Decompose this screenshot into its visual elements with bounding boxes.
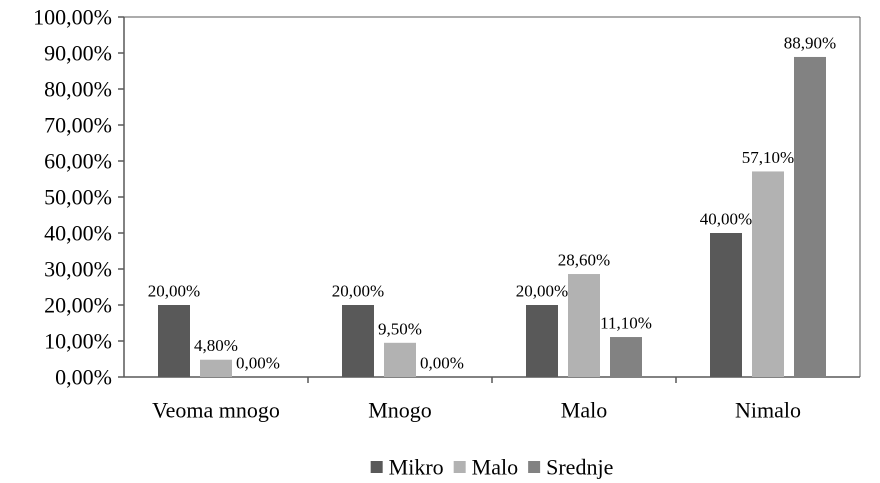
y-tick-label: 30,00%	[44, 257, 112, 282]
y-tick-label: 80,00%	[44, 77, 112, 102]
bar-series	[158, 56, 826, 378]
bar-mikro	[158, 305, 190, 377]
y-tick-label: 10,00%	[44, 329, 112, 354]
y-axis: 0,00% 10,00% 20,00% 30,00% 40,00% 50,00% 60,00…	[33, 5, 124, 390]
y-tick-label: 100,00%	[33, 5, 112, 30]
legend-swatch-malo	[453, 461, 466, 473]
y-tick-label: 90,00%	[44, 41, 112, 66]
data-label: 20,00%	[148, 282, 200, 301]
x-axis: Veoma mnogo Mnogo Malo Nimalo	[152, 377, 801, 423]
bar-malo	[568, 274, 600, 377]
bar-mikro	[342, 305, 374, 377]
y-tick-label: 60,00%	[44, 149, 112, 174]
data-label: 4,80%	[194, 336, 238, 355]
plot-frame	[123, 16, 861, 378]
x-category-label: Malo	[561, 398, 607, 423]
y-tick-label: 70,00%	[44, 113, 112, 138]
data-label: 20,00%	[332, 282, 384, 301]
bar-mikro	[526, 305, 558, 377]
bar-srednje	[794, 56, 826, 378]
legend-swatch-srednje	[528, 461, 541, 473]
x-category-label: Nimalo	[735, 398, 801, 423]
legend: Mikro Malo Srednje	[370, 455, 613, 480]
data-label: 11,10%	[600, 314, 652, 333]
data-label: 0,00%	[236, 354, 280, 373]
legend-label: Malo	[472, 455, 518, 480]
data-label: 28,60%	[558, 251, 610, 270]
bar-srednje	[610, 337, 642, 377]
legend-label: Mikro	[389, 455, 444, 480]
data-label: 9,50%	[378, 319, 422, 338]
legend-swatch-mikro	[370, 461, 383, 473]
data-label: 0,00%	[420, 354, 464, 373]
data-labels: 20,00%4,80%0,00%20,00%9,50%0,00%20,00%28…	[148, 33, 836, 372]
bar-mikro	[710, 233, 742, 377]
x-category-label: Veoma mnogo	[152, 398, 280, 423]
y-tick-label: 50,00%	[44, 185, 112, 210]
y-tick-label: 40,00%	[44, 221, 112, 246]
legend-label: Srednje	[546, 455, 613, 480]
data-label: 40,00%	[700, 210, 752, 229]
data-label: 57,10%	[742, 148, 794, 167]
y-tick-label: 0,00%	[55, 365, 112, 390]
bar-malo	[752, 171, 784, 377]
data-label: 88,90%	[784, 33, 836, 52]
x-category-label: Mnogo	[368, 398, 432, 423]
bar-malo	[200, 359, 232, 377]
bar-malo	[384, 342, 416, 377]
data-label: 20,00%	[516, 282, 568, 301]
y-tick-label: 20,00%	[44, 293, 112, 318]
